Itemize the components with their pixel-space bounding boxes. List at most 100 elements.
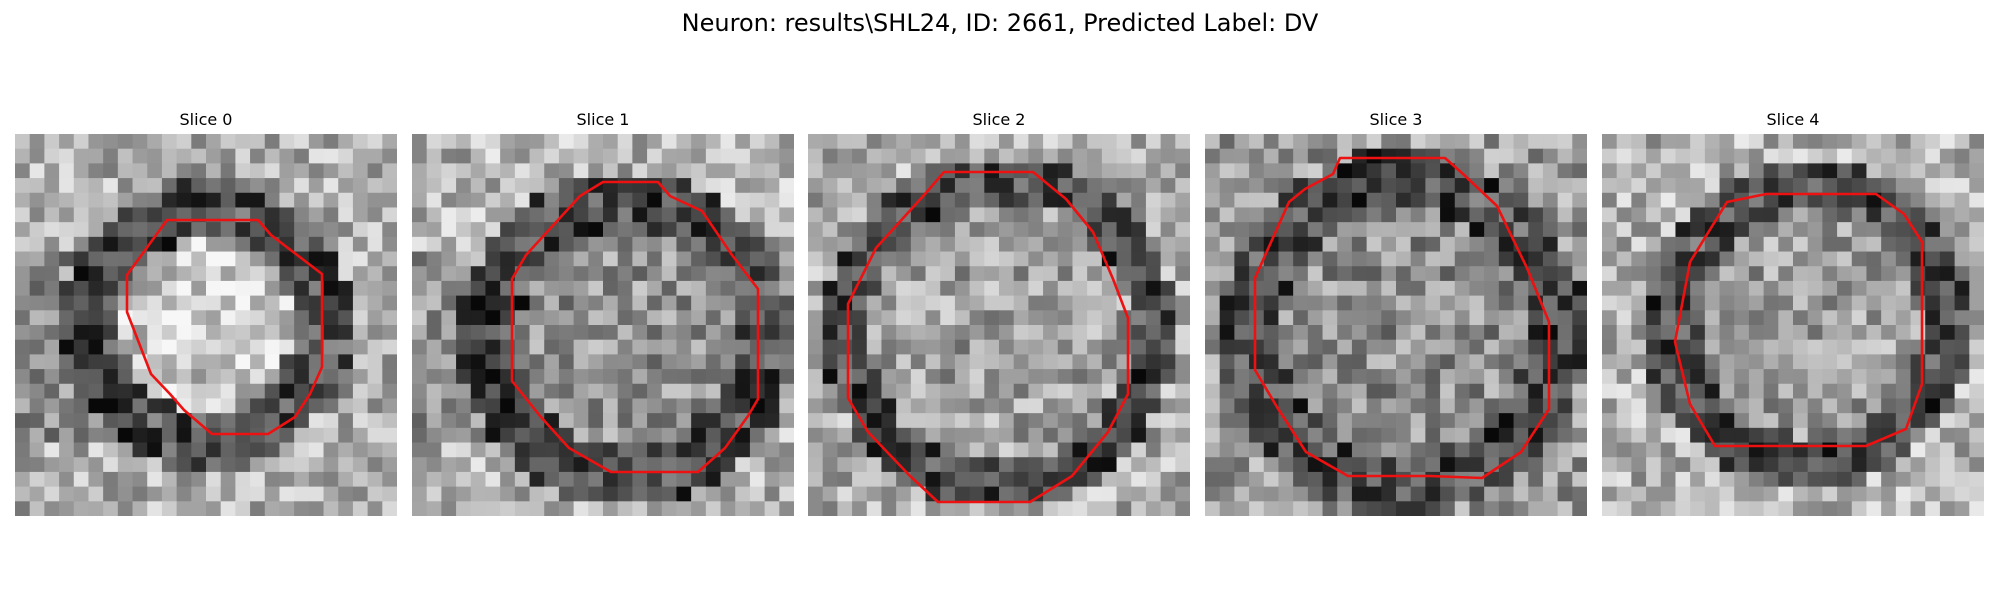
pixel bbox=[1837, 339, 1853, 355]
contour-outline bbox=[1673, 192, 1924, 448]
pixel bbox=[969, 383, 985, 400]
pixel bbox=[1910, 295, 1926, 311]
pixel bbox=[1013, 457, 1029, 473]
pixel bbox=[1778, 354, 1794, 370]
pixel bbox=[1484, 486, 1500, 502]
pixel bbox=[1837, 427, 1853, 444]
pixel bbox=[1910, 236, 1926, 253]
pixel bbox=[544, 413, 560, 429]
pixel bbox=[779, 280, 794, 297]
pixel bbox=[176, 325, 192, 341]
pixel bbox=[910, 163, 927, 179]
pixel bbox=[1278, 251, 1294, 267]
pixel bbox=[59, 163, 75, 179]
pixel bbox=[323, 295, 339, 311]
pixel bbox=[881, 295, 897, 311]
pixel bbox=[470, 148, 487, 164]
pixel bbox=[779, 457, 794, 473]
pixel bbox=[1028, 310, 1044, 326]
pixel bbox=[1454, 325, 1471, 341]
pixel bbox=[206, 413, 222, 429]
pixel bbox=[367, 236, 383, 253]
pixel bbox=[661, 325, 678, 341]
pixel bbox=[1793, 369, 1809, 385]
pixel bbox=[1498, 398, 1515, 414]
pixel bbox=[1351, 325, 1368, 341]
pixel bbox=[264, 178, 281, 194]
pixel bbox=[529, 501, 545, 516]
pixel bbox=[1484, 442, 1500, 458]
pixel bbox=[808, 339, 824, 355]
pixel bbox=[1851, 354, 1868, 370]
pixel bbox=[1660, 251, 1677, 267]
pixel bbox=[1410, 251, 1426, 267]
pixel bbox=[940, 486, 956, 502]
pixel bbox=[822, 486, 838, 502]
pixel bbox=[1013, 280, 1029, 297]
pixel bbox=[15, 134, 31, 150]
pixel bbox=[969, 457, 985, 473]
pixel bbox=[603, 383, 619, 400]
pixel bbox=[264, 471, 281, 488]
pixel bbox=[338, 442, 354, 458]
pixel bbox=[1116, 236, 1132, 253]
pixel bbox=[1616, 266, 1632, 282]
pixel bbox=[323, 207, 339, 223]
pixel bbox=[1131, 134, 1147, 150]
pixel bbox=[1263, 325, 1280, 341]
pixel bbox=[264, 280, 281, 297]
pixel bbox=[1366, 354, 1382, 370]
pixel bbox=[1131, 501, 1147, 516]
pixel bbox=[1205, 457, 1221, 473]
pixel bbox=[1822, 178, 1838, 194]
pixel bbox=[1381, 207, 1397, 223]
pixel bbox=[1028, 222, 1044, 238]
pixel bbox=[661, 134, 678, 150]
pixel bbox=[1910, 310, 1926, 326]
pixel bbox=[103, 486, 119, 502]
pixel bbox=[735, 325, 751, 341]
pixel bbox=[1704, 134, 1721, 150]
pixel bbox=[1043, 354, 1059, 370]
pixel bbox=[1557, 369, 1573, 385]
pixel bbox=[720, 486, 736, 502]
pixel bbox=[1381, 354, 1397, 370]
pixel bbox=[808, 457, 824, 473]
pixel bbox=[176, 222, 192, 238]
pixel bbox=[1690, 236, 1706, 253]
pixel bbox=[1410, 280, 1426, 297]
pixel bbox=[837, 251, 853, 267]
pixel bbox=[1557, 280, 1573, 297]
pixel bbox=[735, 295, 751, 311]
pixel bbox=[1498, 236, 1515, 253]
pixel bbox=[1969, 192, 1984, 209]
pixel bbox=[485, 457, 501, 473]
pixel bbox=[1366, 325, 1382, 341]
pixel bbox=[1087, 251, 1103, 267]
pixel bbox=[969, 222, 985, 238]
pixel bbox=[1866, 427, 1882, 444]
pixel bbox=[59, 222, 75, 238]
pixel bbox=[441, 163, 457, 179]
pixel bbox=[808, 222, 824, 238]
pixel bbox=[588, 427, 604, 444]
pixel bbox=[412, 280, 428, 297]
pixel bbox=[15, 251, 31, 267]
pixel bbox=[73, 442, 90, 458]
pixel bbox=[1425, 192, 1441, 209]
pixel bbox=[910, 251, 927, 267]
pixel bbox=[661, 207, 678, 223]
pixel bbox=[808, 251, 824, 267]
pixel bbox=[1087, 486, 1103, 502]
pixel bbox=[470, 325, 487, 341]
pixel bbox=[1690, 295, 1706, 311]
pixel bbox=[1351, 148, 1368, 164]
pixel bbox=[1866, 310, 1882, 326]
pixel bbox=[426, 280, 442, 297]
pixel bbox=[294, 383, 310, 400]
pixel bbox=[954, 236, 971, 253]
pixel bbox=[1454, 413, 1471, 429]
pixel bbox=[691, 427, 707, 444]
pixel bbox=[661, 280, 678, 297]
pixel bbox=[1234, 163, 1250, 179]
